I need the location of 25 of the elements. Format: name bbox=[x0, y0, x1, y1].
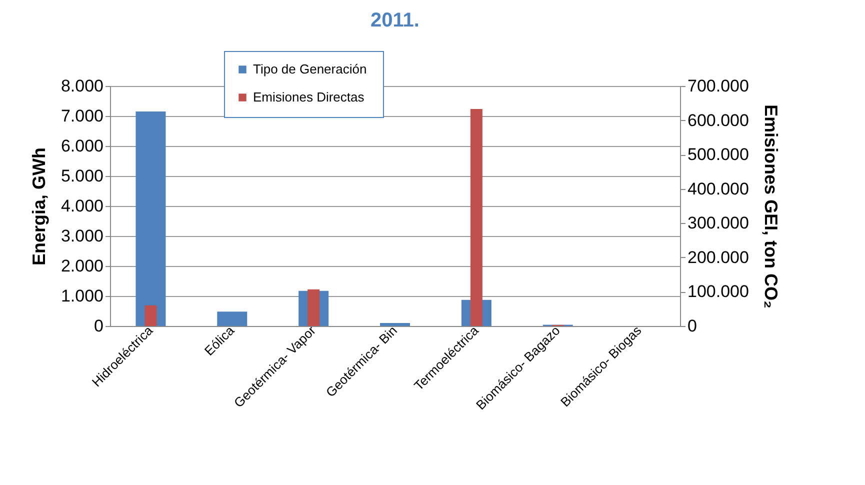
chart-title: 2011. bbox=[370, 10, 420, 32]
y2-tick-label: 500.000 bbox=[688, 145, 749, 164]
y2-tick-label: 0 bbox=[688, 316, 697, 336]
y-axis-title: Energia, GWh bbox=[28, 147, 49, 266]
y-tick-label: 3.000 bbox=[60, 226, 104, 246]
y2-tick-label: 400.000 bbox=[688, 179, 749, 198]
legend-label: Tipo de Generación bbox=[253, 62, 367, 76]
bar bbox=[144, 305, 157, 326]
y2-tick-label: 200.000 bbox=[688, 248, 749, 267]
bar bbox=[217, 312, 248, 326]
bar bbox=[380, 323, 410, 326]
y2-tick-label: 700.000 bbox=[688, 76, 749, 96]
y2-tick-label: 300.000 bbox=[688, 214, 749, 233]
y2-tick-label: 100.000 bbox=[688, 282, 749, 302]
y-tick-label: 6.000 bbox=[60, 136, 104, 156]
y2-tick-label: 600.000 bbox=[688, 110, 749, 130]
y-tick-label: 7.000 bbox=[60, 106, 104, 126]
y-tick-label: 2.000 bbox=[60, 256, 104, 276]
y-tick-label: 5.000 bbox=[60, 166, 104, 186]
y2-axis-title: Emisiones GEI, ton CO₂ bbox=[760, 104, 781, 309]
legend-label: Emisiones Directas bbox=[253, 90, 365, 104]
y-tick-label: 4.000 bbox=[60, 196, 104, 216]
y-tick-label: 8.000 bbox=[60, 76, 104, 96]
bar bbox=[136, 112, 166, 326]
y-tick-label: 1.000 bbox=[60, 286, 104, 306]
